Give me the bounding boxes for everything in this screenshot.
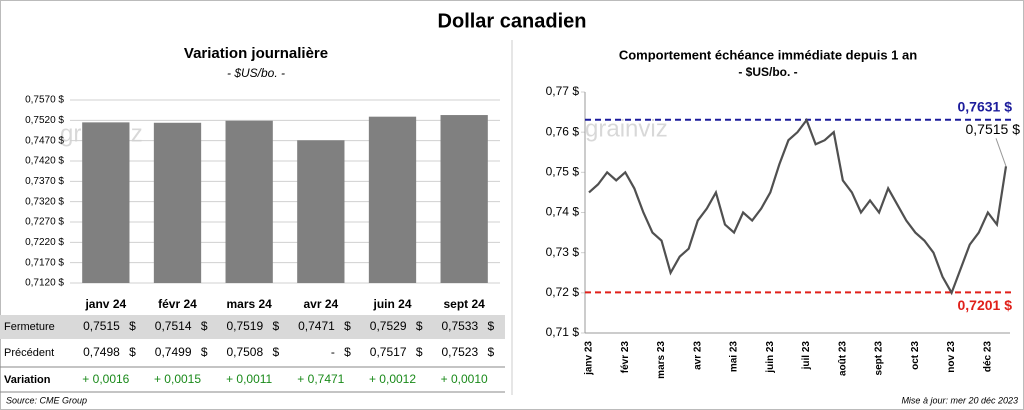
y-tick-label: 0,7570 $ <box>25 95 64 106</box>
y-tick-label: 0,75 $ <box>546 165 580 179</box>
y-tick-label: 0,7270 $ <box>25 217 64 228</box>
chart-subtitle: - $US/bo. - <box>227 66 285 80</box>
reference-label: 0,7201 $ <box>958 297 1013 313</box>
cell-value: 0,7533 <box>441 319 478 333</box>
y-tick-label: 0,7220 $ <box>25 237 64 248</box>
x-tick-label: mai 23 <box>729 341 740 373</box>
cell-unit: $ <box>272 319 279 333</box>
bar <box>82 122 130 283</box>
updated: Mise à jour: mer 20 déc 2023 <box>901 395 1018 405</box>
row-label: Variation <box>4 374 51 386</box>
y-tick-label: 0,77 $ <box>546 84 580 98</box>
y-tick-label: 0,7120 $ <box>25 278 64 289</box>
category-label: mars 24 <box>226 297 272 311</box>
x-tick-label: sept 23 <box>874 341 885 376</box>
cell-unit: $ <box>487 345 494 359</box>
last-value-label: 0,7515 $ <box>966 121 1021 137</box>
cell-value: 0,7515 <box>83 319 120 333</box>
x-tick-label: juin 23 <box>765 341 776 374</box>
source: Source: CME Group <box>6 395 87 405</box>
y-tick-label: 0,72 $ <box>546 285 580 299</box>
y-tick-label: 0,7520 $ <box>25 115 64 126</box>
cell-value: 0,7499 <box>155 345 192 359</box>
y-tick-label: 0,7420 $ <box>25 156 64 167</box>
y-tick-label: 0,71 $ <box>546 325 580 339</box>
cell-change: + 0,0016 <box>82 372 129 386</box>
cell-value: 0,7471 <box>298 319 335 333</box>
x-tick-label: janv 23 <box>584 341 595 376</box>
cell-unit: $ <box>416 345 423 359</box>
row-label: Fermeture <box>4 321 55 333</box>
callout <box>995 138 1007 167</box>
cell-unit: $ <box>129 345 136 359</box>
cell-value: 0,7498 <box>83 345 120 359</box>
cell-value: 0,7519 <box>226 319 263 333</box>
y-tick-label: 0,7320 $ <box>25 196 64 207</box>
chart-subtitle: - $US/bo. - <box>738 65 797 79</box>
x-tick-label: juil 23 <box>801 341 812 371</box>
cell-value: 0,7529 <box>370 319 407 333</box>
x-tick-label: déc 23 <box>983 341 994 373</box>
reference-label: 0,7631 $ <box>958 98 1013 114</box>
y-tick-label: 0,7470 $ <box>25 135 64 146</box>
y-tick-label: 0,7370 $ <box>25 176 64 187</box>
category-label: janv 24 <box>84 297 126 311</box>
bar <box>440 115 488 284</box>
category-label: févr 24 <box>158 297 197 311</box>
cell-change: + 0,0011 <box>226 372 272 386</box>
cell-value: - <box>331 345 335 359</box>
chart-title: Comportement échéance immédiate depuis 1… <box>619 47 917 62</box>
cell-unit: $ <box>344 345 351 359</box>
cell-unit: $ <box>272 345 279 359</box>
cell-change: + 0,0015 <box>154 372 201 386</box>
x-tick-label: oct 23 <box>910 341 921 370</box>
bar <box>153 122 202 283</box>
row-label: Précédent <box>4 347 54 359</box>
bar <box>368 116 417 283</box>
price-line <box>588 117 1008 296</box>
cell-change: + 0,0010 <box>441 372 488 386</box>
x-tick-label: mars 23 <box>656 341 667 379</box>
chart-title: Variation journalière <box>184 45 328 62</box>
page-title: Dollar canadien <box>438 10 587 32</box>
bar <box>297 140 345 283</box>
cell-unit: $ <box>201 345 208 359</box>
row-band <box>0 315 505 339</box>
x-tick-label: févr 23 <box>620 341 631 374</box>
category-label: sept 24 <box>443 297 485 311</box>
cell-value: 0,7523 <box>441 345 478 359</box>
y-tick-label: 0,7170 $ <box>25 257 64 268</box>
cell-unit: $ <box>129 319 136 333</box>
cell-unit: $ <box>344 319 351 333</box>
y-tick-label: 0,76 $ <box>546 124 580 138</box>
cell-change: + 0,0012 <box>369 372 416 386</box>
y-tick-label: 0,73 $ <box>546 245 580 259</box>
cell-unit: $ <box>416 319 423 333</box>
x-tick-label: nov 23 <box>946 341 957 373</box>
cell-unit: $ <box>487 319 494 333</box>
cell-value: 0,7517 <box>370 345 407 359</box>
cell-value: 0,7514 <box>155 319 192 333</box>
cell-value: 0,7508 <box>226 345 263 359</box>
category-label: avr 24 <box>303 297 338 311</box>
x-tick-label: avr 23 <box>692 341 703 370</box>
cell-change: + 0,7471 <box>297 372 344 386</box>
category-label: juin 24 <box>372 297 411 311</box>
bar <box>225 120 273 284</box>
cell-unit: $ <box>201 319 208 333</box>
y-tick-label: 0,74 $ <box>546 205 580 219</box>
x-tick-label: août 23 <box>837 341 848 376</box>
